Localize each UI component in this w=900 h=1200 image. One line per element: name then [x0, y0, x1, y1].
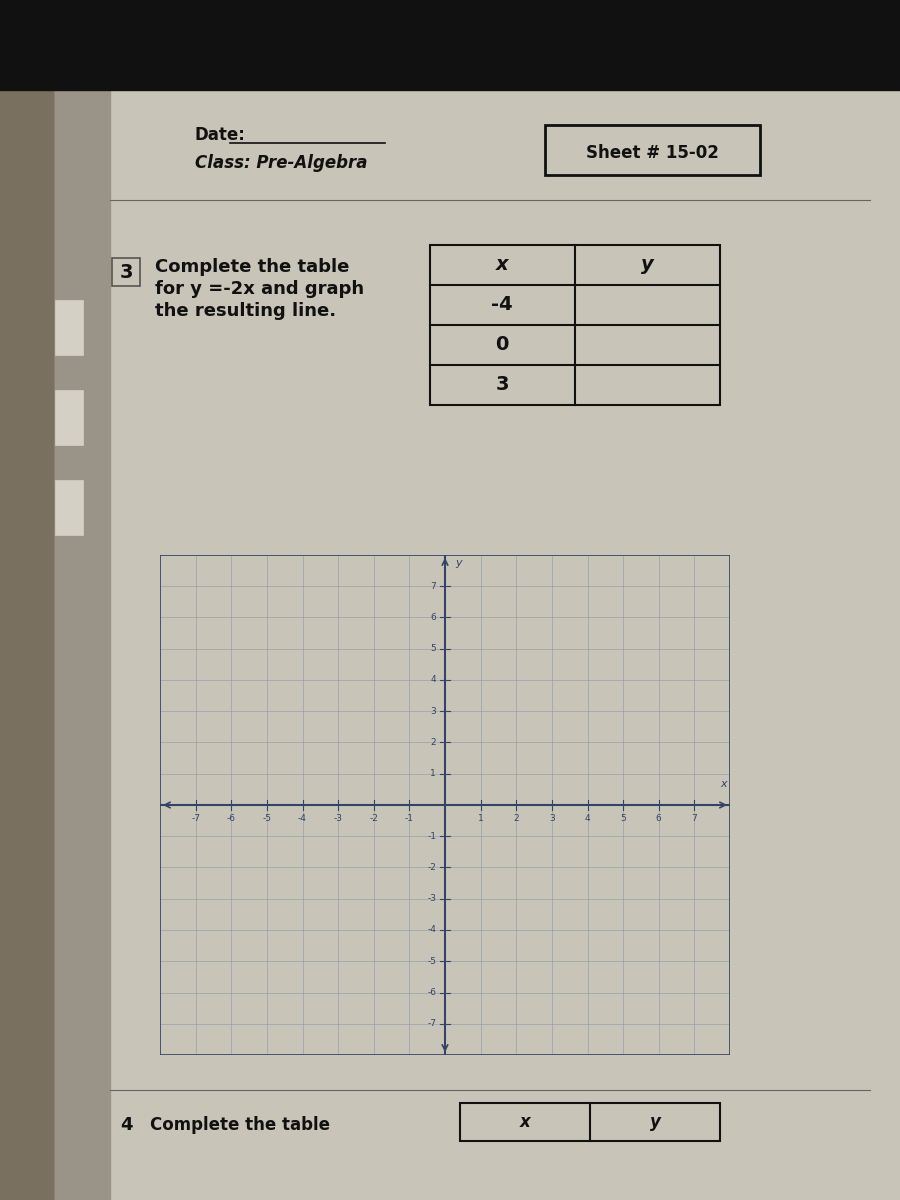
Text: Sheet # 15-02: Sheet # 15-02 [586, 144, 718, 162]
Text: -5: -5 [263, 815, 272, 823]
Text: -3: -3 [334, 815, 343, 823]
Text: 3: 3 [495, 376, 508, 395]
Text: 4: 4 [585, 815, 590, 823]
Text: -1: -1 [405, 815, 414, 823]
Text: the resulting line.: the resulting line. [155, 302, 336, 320]
Text: -3: -3 [428, 894, 436, 904]
Bar [545, 125, 760, 175]
Text: -2: -2 [428, 863, 436, 872]
Bar [460, 1103, 720, 1141]
Text: 6: 6 [430, 613, 436, 622]
Text: -6: -6 [227, 815, 236, 823]
Text: 5: 5 [620, 815, 626, 823]
Text: for y =-2x and graph: for y =-2x and graph [155, 280, 364, 298]
Text: Complete the table: Complete the table [155, 258, 349, 276]
Text: Complete the table: Complete the table [150, 1116, 330, 1134]
Bar [55, 300, 83, 355]
Text: y: y [455, 558, 463, 568]
Text: y: y [650, 1114, 661, 1130]
Text: 3: 3 [430, 707, 436, 715]
Text: x: x [496, 256, 508, 275]
Text: 2: 2 [513, 815, 519, 823]
Text: 5: 5 [430, 644, 436, 653]
Text: 7: 7 [691, 815, 698, 823]
Text: -7: -7 [428, 1019, 436, 1028]
Text: 1: 1 [478, 815, 483, 823]
Bar [430, 245, 720, 404]
Bar [55, 90, 110, 1200]
Text: -4: -4 [428, 925, 436, 935]
Text: x: x [519, 1114, 530, 1130]
Text: -6: -6 [428, 988, 436, 997]
Text: -4: -4 [491, 295, 513, 314]
Text: -4: -4 [298, 815, 307, 823]
Text: 4: 4 [430, 676, 436, 684]
Bar [55, 480, 83, 535]
Text: 4: 4 [120, 1116, 132, 1134]
Text: 0: 0 [495, 336, 508, 354]
Text: 1: 1 [430, 769, 436, 779]
Text: 6: 6 [656, 815, 662, 823]
Text: 3: 3 [549, 815, 554, 823]
Text: -1: -1 [428, 832, 436, 841]
Text: Date:: Date: [195, 126, 246, 144]
Bar [55, 390, 83, 445]
Text: -2: -2 [369, 815, 378, 823]
Text: Class: Pre-Algebra: Class: Pre-Algebra [195, 154, 367, 172]
Text: -5: -5 [428, 956, 436, 966]
Text: 3: 3 [119, 264, 133, 282]
Text: x: x [720, 779, 726, 790]
Text: 7: 7 [430, 582, 436, 590]
Text: y: y [641, 256, 653, 275]
Text: 2: 2 [430, 738, 436, 746]
Text: -7: -7 [191, 815, 200, 823]
Bar [112, 258, 140, 286]
Bar [0, 0, 900, 90]
